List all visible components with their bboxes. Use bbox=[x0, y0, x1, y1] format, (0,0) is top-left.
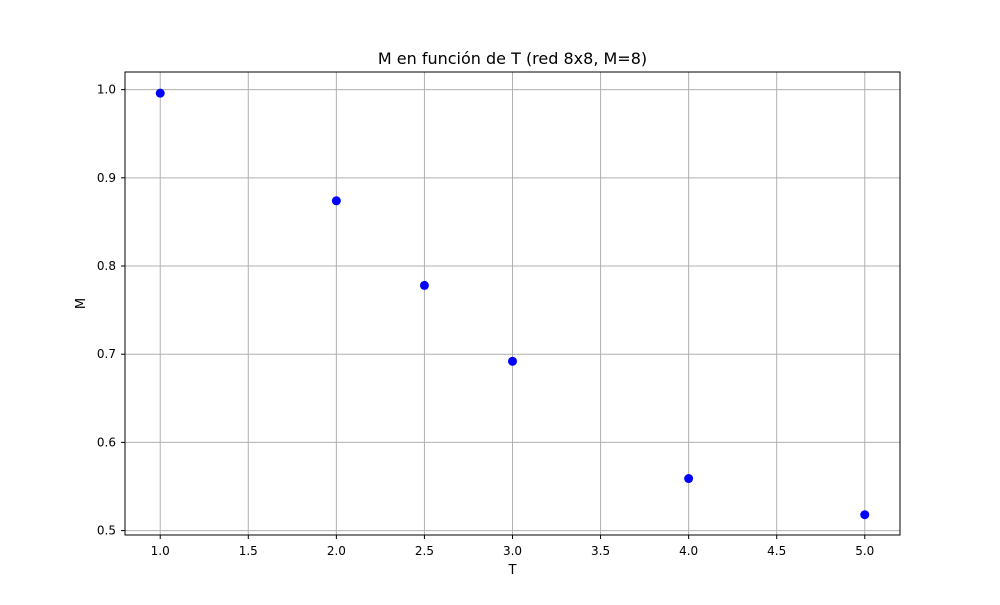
chart-title: M en función de T (red 8x8, M=8) bbox=[378, 49, 647, 68]
y-tick-label: 0.5 bbox=[97, 524, 116, 538]
x-tick-label: 2.5 bbox=[415, 544, 434, 558]
x-tick-label: 2.0 bbox=[327, 544, 346, 558]
data-point bbox=[419, 280, 429, 290]
x-tick-label: 4.0 bbox=[679, 544, 698, 558]
x-tick-label: 1.5 bbox=[239, 544, 258, 558]
x-tick-label: 3.5 bbox=[591, 544, 610, 558]
data-point bbox=[860, 510, 870, 520]
data-point bbox=[508, 356, 517, 366]
x-tick-label: 3.0 bbox=[503, 544, 522, 558]
y-tick-label: 0.9 bbox=[97, 171, 116, 185]
x-tick-label: 4.5 bbox=[767, 544, 786, 558]
x-tick-label: 5.0 bbox=[855, 544, 874, 558]
ticks-layer: 1.0 1.5 2.0 2.5 3.0 3.5 4.0 4.5 5.0 0.5 0.6 0.7 0.8 0… bbox=[97, 83, 874, 558]
x-axis-label: T bbox=[508, 563, 517, 578]
data-point bbox=[331, 196, 341, 206]
y-tick-label: 0.8 bbox=[97, 259, 116, 273]
grid-layer bbox=[125, 72, 900, 535]
y-axis-label: M bbox=[74, 298, 89, 309]
data-point bbox=[684, 474, 694, 484]
y-tick-label: 1.0 bbox=[97, 83, 116, 97]
y-tick-label: 0.7 bbox=[97, 347, 116, 361]
data-point bbox=[155, 88, 165, 98]
data-layer bbox=[155, 88, 870, 520]
y-tick-label: 0.6 bbox=[97, 435, 116, 449]
x-tick-label: 1.0 bbox=[151, 544, 170, 558]
